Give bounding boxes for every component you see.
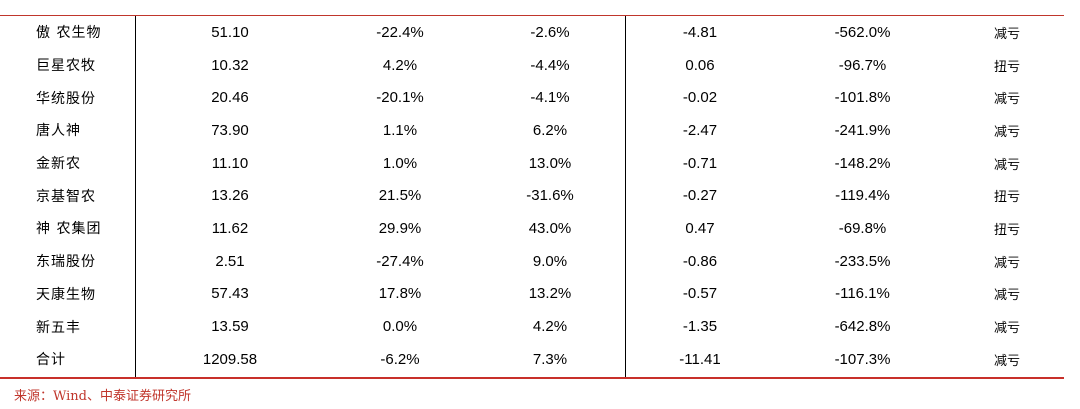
company-name-cell: 巨星农牧	[36, 58, 96, 75]
pct-cell: 1.0%	[382, 154, 418, 172]
company-name-cell: 京基智农	[36, 188, 96, 205]
pct-cell: -642.8%	[834, 318, 891, 336]
value-cell: 13.26	[211, 187, 249, 205]
status-cell: 减亏	[993, 92, 1020, 108]
table-body: 傲 农生物 51.10 -22.4% -2.6% -4.81 -562.0% 减亏 巨星农牧 1…	[0, 16, 1064, 376]
value-cell: -0.57	[682, 285, 718, 303]
pct-cell: -148.2%	[834, 154, 891, 172]
table-top-rule	[0, 15, 1064, 16]
table-row: 华统股份 20.46 -20.1% -4.1% -0.02 -101.8% 减亏	[0, 81, 1064, 114]
pct-cell: -562.0%	[834, 23, 891, 41]
pct-cell: -31.6%	[526, 187, 574, 205]
pct-cell: 21.5%	[378, 187, 422, 205]
table-row: 唐人神 73.90 1.1% 6.2% -2.47 -241.9% 减亏	[0, 114, 1064, 147]
pct-cell: -233.5%	[834, 252, 891, 270]
value-cell: 1209.58	[202, 350, 258, 368]
value-cell: -1.35	[682, 318, 718, 336]
value-cell: 73.90	[211, 121, 249, 139]
pct-cell: -27.4%	[376, 252, 424, 270]
value-cell: 51.10	[211, 23, 249, 41]
pct-cell: -101.8%	[834, 89, 891, 107]
table-row: 京基智农 13.26 21.5% -31.6% -0.27 -119.4% 扭亏	[0, 179, 1064, 212]
value-cell: -0.02	[682, 89, 718, 107]
pct-cell: -20.1%	[376, 89, 424, 107]
pct-cell: 9.0%	[532, 252, 568, 270]
value-cell: 0.06	[685, 56, 715, 74]
value-cell: -0.86	[682, 252, 718, 270]
company-name-cell: 天康生物	[36, 286, 96, 303]
pct-cell: 0.0%	[382, 318, 418, 336]
pct-cell: 6.2%	[532, 121, 568, 139]
status-cell: 减亏	[993, 321, 1020, 337]
pct-cell: 13.2%	[528, 285, 572, 303]
pct-cell: 4.2%	[532, 318, 568, 336]
company-name-cell: 傲 农生物	[36, 25, 102, 42]
pct-cell: 17.8%	[378, 285, 422, 303]
financial-table: 傲 农生物 51.10 -22.4% -2.6% -4.81 -562.0% 减亏 巨星农牧 1…	[0, 16, 1064, 376]
total-row: 合计 1209.58 -6.2% 7.3% -11.41 -107.3% 减亏	[0, 343, 1064, 376]
table-row: 傲 农生物 51.10 -22.4% -2.6% -4.81 -562.0% 减亏	[0, 16, 1064, 49]
pct-cell: 4.2%	[382, 56, 418, 74]
column-divider	[625, 16, 626, 378]
pct-cell: -22.4%	[376, 23, 424, 41]
pct-cell: -69.8%	[838, 219, 887, 237]
status-cell: 扭亏	[993, 190, 1020, 206]
company-name-cell: 金新农	[36, 156, 81, 173]
source-note: 来源：Wind、中泰证券研究所	[14, 389, 191, 404]
status-cell: 减亏	[993, 353, 1020, 369]
pct-cell: 1.1%	[382, 121, 418, 139]
table-row: 神 农集团 11.62 29.9% 43.0% 0.47 -69.8% 扭亏	[0, 212, 1064, 245]
table-row: 新五丰 13.59 0.0% 4.2% -1.35 -642.8% 减亏	[0, 310, 1064, 343]
status-cell: 减亏	[993, 26, 1020, 42]
status-cell: 减亏	[993, 288, 1020, 304]
value-cell: 10.32	[211, 56, 249, 74]
pct-cell: -119.4%	[835, 187, 890, 205]
value-cell: 11.10	[211, 154, 249, 172]
pct-cell: 13.0%	[528, 154, 572, 172]
pct-cell: -107.3%	[834, 350, 891, 368]
value-cell: 11.62	[211, 219, 249, 237]
pct-cell: -4.1%	[530, 89, 570, 107]
table-row: 东瑞股份 2.51 -27.4% 9.0% -0.86 -233.5% 减亏	[0, 245, 1064, 278]
table-bottom-rule	[0, 377, 1064, 379]
pct-cell: -96.7%	[838, 56, 887, 74]
pct-cell: -2.6%	[530, 23, 570, 41]
company-name-cell: 华统股份	[36, 90, 96, 107]
pct-cell: -241.9%	[834, 121, 891, 139]
value-cell: 20.46	[211, 89, 249, 107]
table-row: 金新农 11.10 1.0% 13.0% -0.71 -148.2% 减亏	[0, 147, 1064, 180]
value-cell: -0.27	[682, 187, 718, 205]
pct-cell: -4.4%	[530, 56, 570, 74]
value-cell: -11.41	[679, 350, 721, 368]
pct-cell: 43.0%	[528, 219, 572, 237]
company-name-cell: 东瑞股份	[36, 254, 96, 271]
company-name-cell: 新五丰	[36, 319, 81, 336]
column-divider	[135, 16, 136, 378]
value-cell: 57.43	[211, 285, 249, 303]
value-cell: 2.51	[215, 252, 245, 270]
status-cell: 减亏	[993, 157, 1020, 173]
company-name-cell: 神 农集团	[36, 221, 102, 238]
pct-cell: -6.2%	[380, 350, 420, 368]
company-name-cell: 合计	[36, 352, 66, 369]
value-cell: -0.71	[682, 154, 718, 172]
status-cell: 扭亏	[993, 59, 1020, 75]
company-name-cell: 唐人神	[36, 123, 81, 140]
table-row: 天康生物 57.43 17.8% 13.2% -0.57 -116.1% 减亏	[0, 278, 1064, 311]
status-cell: 减亏	[993, 255, 1020, 271]
value-cell: -2.47	[682, 121, 718, 139]
status-cell: 减亏	[993, 124, 1020, 140]
value-cell: 0.47	[685, 219, 715, 237]
pct-cell: 29.9%	[378, 219, 422, 237]
value-cell: 13.59	[211, 318, 249, 336]
table-row: 巨星农牧 10.32 4.2% -4.4% 0.06 -96.7% 扭亏	[0, 49, 1064, 82]
pct-cell: 7.3%	[532, 350, 568, 368]
status-cell: 扭亏	[993, 222, 1020, 238]
pct-cell: -116.1%	[835, 285, 890, 303]
value-cell: -4.81	[682, 23, 718, 41]
